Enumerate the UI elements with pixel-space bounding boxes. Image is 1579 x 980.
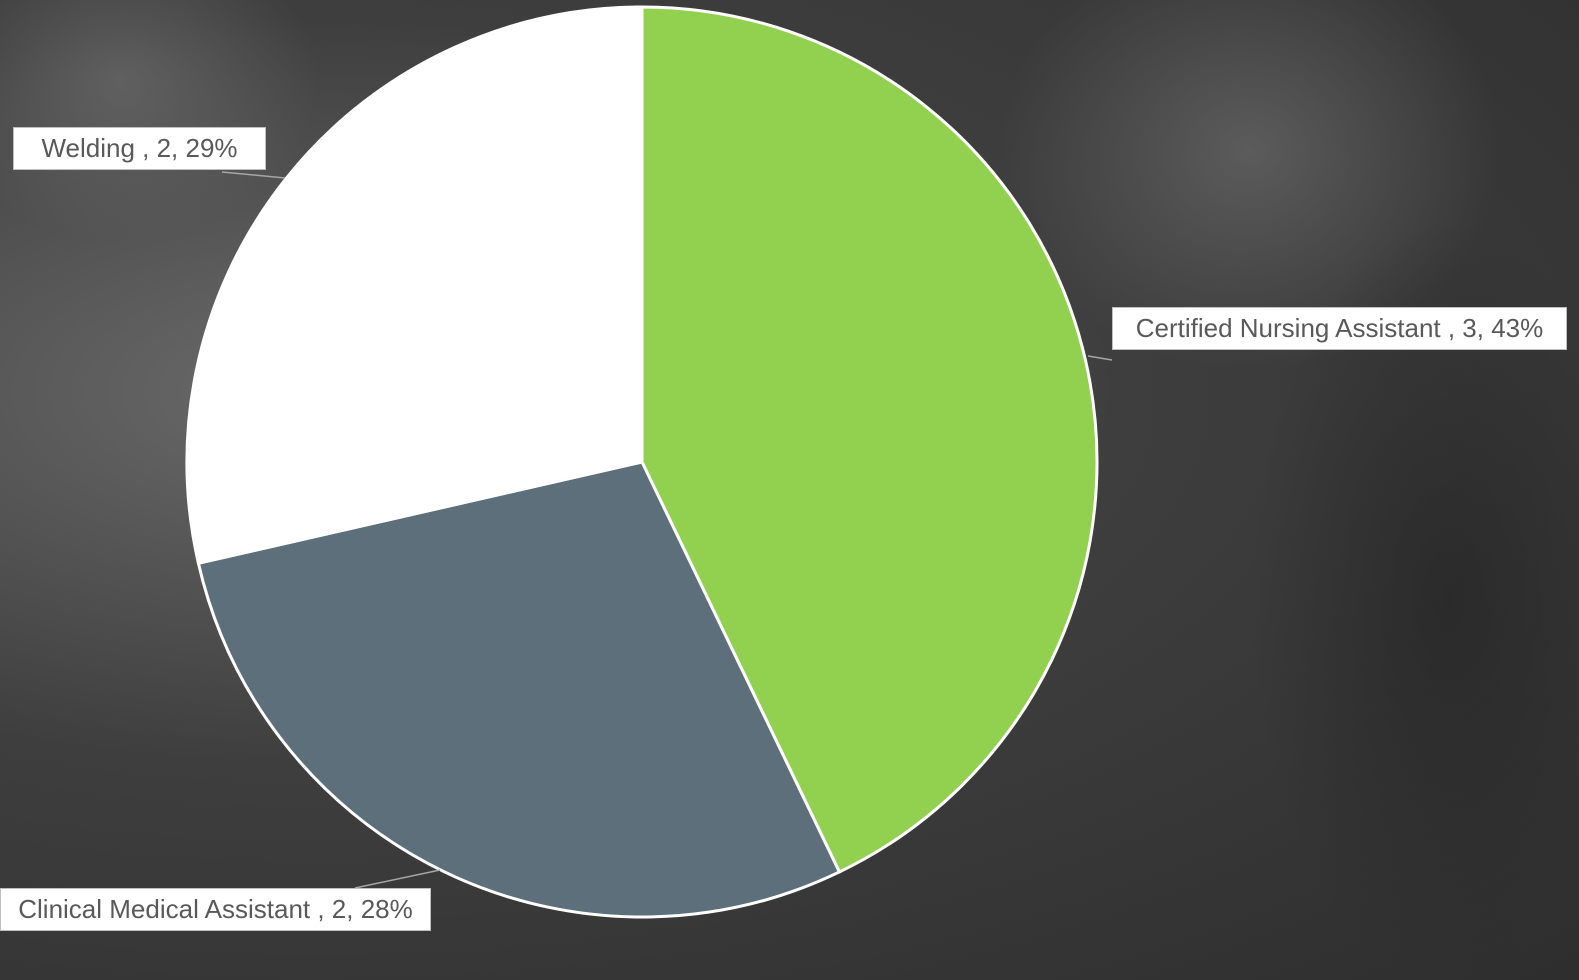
data-label: Welding , 2, 29% [13, 127, 266, 170]
pie-slice [196, 460, 842, 919]
leader-line [221, 171, 286, 179]
pie-slice [185, 5, 644, 566]
pie-slice [640, 5, 1099, 874]
blur-highlight [0, 0, 320, 240]
leader-line [1087, 355, 1113, 361]
data-label: Certified Nursing Assistant , 3, 43% [1112, 307, 1567, 350]
data-label: Clinical Medical Assistant , 2, 28% [0, 888, 431, 931]
blur-shadow [1250, 220, 1579, 980]
leader-line [354, 869, 441, 889]
